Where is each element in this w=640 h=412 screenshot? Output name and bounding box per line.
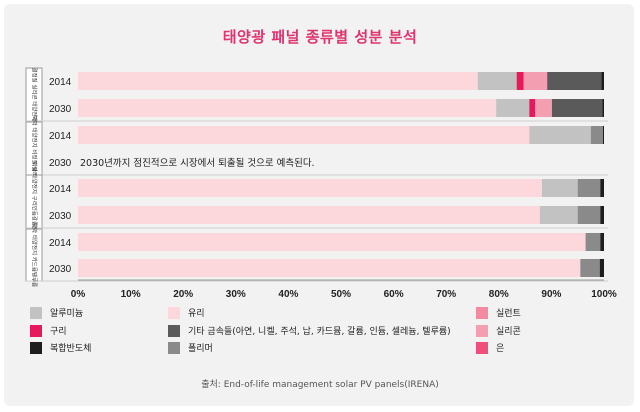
bar-segment	[523, 72, 548, 90]
bar-segment	[600, 179, 604, 197]
bar-segment	[600, 233, 604, 251]
bar-segment	[535, 99, 552, 117]
source-note: 출처: End-of-life management solar PV pane…	[201, 380, 439, 390]
bar-segment	[590, 126, 603, 144]
bar-segment	[547, 72, 602, 90]
legend-label: 실런트	[496, 309, 521, 319]
legend-swatch	[30, 341, 42, 354]
bar-segment	[602, 126, 604, 144]
legend-swatch	[168, 324, 180, 337]
legend-item: 유리	[168, 306, 205, 319]
bar-segment	[541, 179, 578, 197]
row-label: 2014	[49, 131, 72, 142]
row-annotation: 2030년까지 점진적으로 시장에서 퇴출될 것으로 예측된다.	[80, 157, 315, 169]
bar-segment	[577, 206, 601, 224]
bar-segment	[529, 99, 536, 117]
bar-segment	[577, 179, 601, 197]
bar-segment	[78, 99, 497, 117]
bar-segment	[599, 259, 604, 277]
bar-segment	[78, 126, 530, 144]
legend-label: 기타 금속들(아연, 니켈, 주석, 납, 카드뮴, 갈륨, 인듐, 셀레늄, …	[188, 327, 451, 337]
legend-swatch	[168, 341, 180, 354]
chart-frame	[4, 4, 634, 406]
x-tick-label: 40%	[278, 289, 298, 300]
bar-segment	[539, 206, 578, 224]
legend-item: 기타 금속들(아연, 니켈, 주석, 납, 카드뮴, 갈륨, 인듐, 셀레늄, …	[168, 324, 451, 337]
legend-item: 은	[476, 341, 504, 354]
bar-segment	[496, 99, 530, 117]
row-label: 2014	[49, 238, 72, 249]
bar-segment	[477, 72, 517, 90]
x-tick-label: 90%	[541, 289, 561, 300]
x-tick-label: 50%	[331, 289, 351, 300]
x-tick-label: 0%	[71, 289, 86, 300]
legend-label: 복합반도체	[50, 344, 92, 354]
x-tick-label: 10%	[121, 289, 141, 300]
row-label: 2030	[49, 211, 72, 222]
row-label: 2014	[49, 77, 72, 88]
legend-item: 실런트	[476, 306, 521, 319]
group-label: 박막 태양전지 구리인듐갈륨셀레늄	[31, 162, 39, 241]
x-tick-label: 20%	[173, 289, 193, 300]
bar-segment	[580, 259, 600, 277]
legend-item: 구리	[30, 324, 67, 337]
legend-swatch	[476, 324, 488, 337]
legend-item: 실리콘	[476, 324, 521, 337]
bar-segment	[516, 72, 524, 90]
legend-label: 폴리머	[188, 344, 213, 354]
bar-segment	[602, 99, 604, 117]
bar-segment	[78, 206, 540, 224]
group-label: 결정질 실리콘 태양전지	[31, 67, 39, 121]
bar-segment	[551, 99, 603, 117]
legend-item: 알루미늄	[30, 306, 83, 319]
row-label: 2030	[49, 158, 72, 169]
x-tick-label: 60%	[384, 289, 404, 300]
bar-segment	[78, 179, 542, 197]
x-tick-label: 80%	[489, 289, 509, 300]
bar-segment	[600, 206, 604, 224]
bar-segment	[529, 126, 591, 144]
row-label: 2030	[49, 104, 72, 115]
bar-segment	[78, 259, 581, 277]
legend-label: 실리콘	[496, 327, 521, 337]
group-label: 박막 태양전지 비정질 실리콘	[31, 116, 39, 182]
x-tick-label: 30%	[226, 289, 246, 300]
legend-label: 구리	[50, 327, 67, 337]
legend-item: 복합반도체	[30, 341, 91, 354]
legend-swatch	[30, 324, 42, 337]
bar-segment	[78, 233, 586, 251]
row-label: 2030	[49, 264, 72, 275]
chart-title: 태양광 패널 종류별 성분 분석	[222, 28, 418, 46]
legend-swatch	[476, 341, 488, 354]
x-tick-label: 70%	[436, 289, 456, 300]
group-label: 박막 태양전지 카드뮴텔루륨	[31, 223, 39, 287]
legend-swatch	[168, 306, 180, 319]
bar-segment	[585, 233, 601, 251]
legend-item: 폴리머	[168, 341, 213, 354]
bar-segment	[78, 72, 478, 90]
legend-swatch	[476, 306, 488, 319]
x-tick-label: 100%	[591, 289, 617, 300]
bar-segment	[601, 72, 604, 90]
legend-label: 유리	[188, 309, 205, 319]
legend-label: 알루미늄	[50, 309, 84, 319]
legend-swatch	[30, 306, 42, 319]
row-label: 2014	[49, 184, 72, 195]
legend-label: 은	[496, 344, 505, 354]
